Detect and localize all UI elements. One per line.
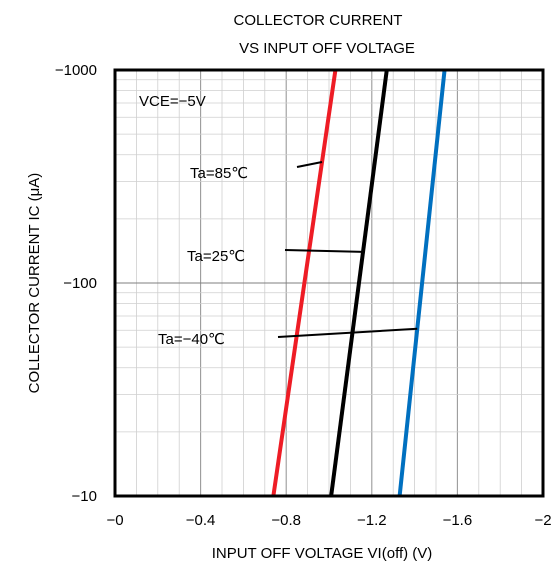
y-tick-labels: −1000 −100 −10	[55, 62, 97, 505]
x-tick-labels: −0 −0.4 −0.8 −1.2 −1.6 −2	[106, 512, 551, 529]
x-tick-label: −0.8	[271, 512, 301, 529]
x-tick-label: −2	[534, 512, 551, 529]
y-tick-label: −10	[72, 488, 97, 505]
y-axis-label: COLLECTOR CURRENT IC (μA)	[26, 173, 43, 394]
annotation-leader	[296, 160, 323, 168]
plot-frame	[113, 68, 545, 498]
x-tick-label: −1.2	[357, 512, 387, 529]
condition-label: VCE=−5V	[139, 93, 206, 110]
x-tick-label: −0	[106, 512, 123, 529]
series-line	[397, 69, 447, 497]
series-line	[329, 69, 389, 497]
y-tick-label: −1000	[55, 62, 97, 79]
x-tick-label: −0.4	[186, 512, 216, 529]
y-tick-label: −100	[63, 275, 97, 292]
annotation-leader	[277, 327, 418, 338]
x-axis-label: INPUT OFF VOLTAGE VI(off) (V)	[212, 545, 433, 562]
chart-title-line-2: VS INPUT OFF VOLTAGE	[239, 40, 415, 57]
annotation-label: Ta=25℃	[187, 248, 245, 265]
annotation-labels: Ta=85℃ Ta=25℃ Ta=−40℃	[158, 165, 248, 348]
grid	[115, 70, 543, 496]
annotation-leaders	[277, 160, 418, 338]
chart-title-line-1: COLLECTOR CURRENT	[234, 12, 403, 29]
x-tick-label: −1.6	[443, 512, 473, 529]
annotation-label: Ta=85℃	[190, 165, 248, 182]
annotation-leader	[284, 249, 364, 253]
series-lines	[271, 69, 447, 497]
annotation-label: Ta=−40℃	[158, 331, 225, 348]
series-line	[271, 69, 338, 497]
